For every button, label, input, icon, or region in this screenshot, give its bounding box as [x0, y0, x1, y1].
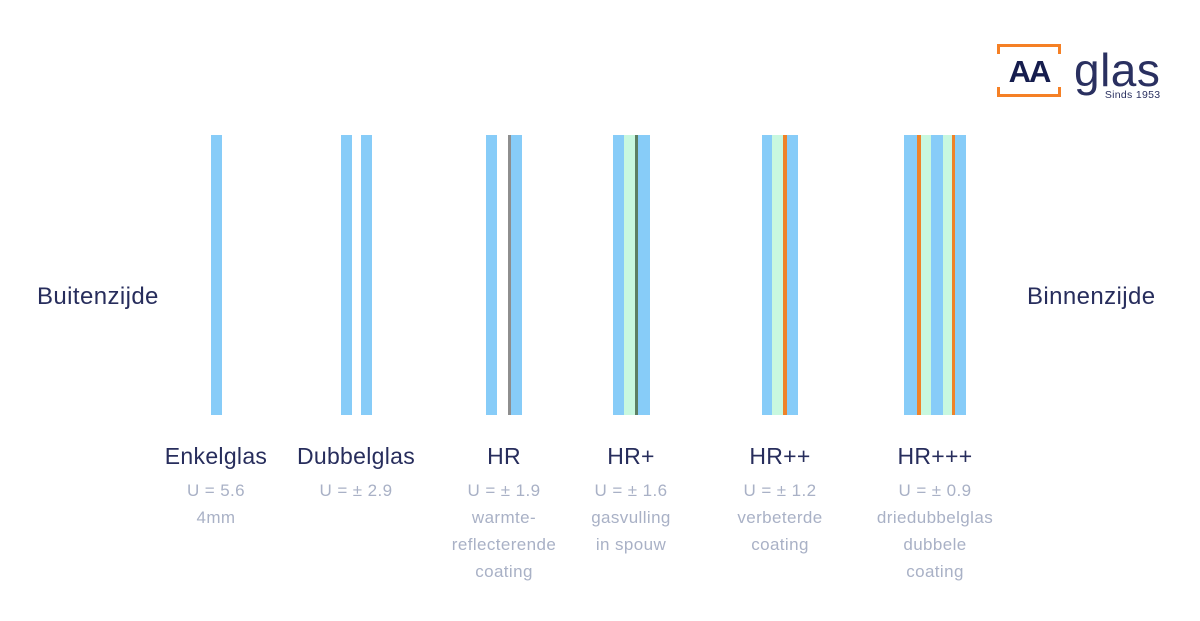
detail-line: coating	[751, 535, 809, 554]
glass-pane	[486, 135, 497, 415]
gas-fill	[921, 135, 931, 415]
gas-fill	[943, 135, 952, 415]
logo-monogram-block: AA	[997, 44, 1061, 97]
air-gap	[352, 135, 361, 415]
glass-type-name: HR++	[749, 443, 811, 469]
detail-line: in spouw	[595, 535, 667, 554]
detail-line: dubbele	[903, 535, 967, 554]
gas-fill	[623, 135, 635, 415]
detail-line: U = ± 1.6	[594, 481, 668, 500]
inside-label: Binnenzijde	[1027, 283, 1156, 310]
column-label-block: Enkelglas U = 5.6 4mm	[121, 441, 311, 531]
glass-bars	[904, 135, 966, 415]
glass-type-name: HR+	[607, 443, 655, 469]
glass-type-name: Enkelglas	[164, 443, 268, 469]
glass-pane	[762, 135, 772, 415]
coating-stripe-gray	[508, 135, 511, 415]
glass-type-details: U = 5.6 4mm	[121, 477, 311, 531]
detail-line: U = ± 2.9	[319, 481, 393, 500]
outside-label: Buitenzijde	[37, 283, 159, 310]
glass-pane	[360, 135, 372, 415]
glass-bars	[612, 135, 650, 415]
glass-bars	[486, 135, 522, 415]
glass-column-enkelglas: Enkelglas U = 5.6 4mm	[121, 135, 311, 531]
glass-bars	[762, 135, 798, 415]
glass-type-name: HR+++	[897, 443, 973, 469]
logo-wordmark-block: glas Sinds 1953	[1074, 46, 1160, 101]
glass-column-hr-plus-plus: HR++ U = ± 1.2 verbeterde coating	[685, 135, 875, 558]
coating-stripe-green	[634, 135, 638, 415]
glass-column-hr-plus-plus-plus: HR+++ U = ± 0.9 driedubbelglas dubbele coat…	[840, 135, 1030, 585]
aa-glas-logo: AA glas Sinds 1953	[997, 44, 1160, 101]
column-label-block: HR+++ U = ± 0.9 driedubbelglas dubbele coat…	[840, 441, 1030, 585]
detail-line: coating	[906, 562, 964, 581]
detail-line: coating	[475, 562, 533, 581]
glass-column-hr: HR U = ± 1.9 warmte-reflecterende coating	[409, 135, 599, 585]
glass-type-details: U = ± 1.6 gasvulling in spouw	[536, 477, 726, 558]
glass-pane	[637, 135, 650, 415]
logo-monogram-text: AA	[1008, 54, 1052, 89]
glass-type-details: U = ± 0.9 driedubbelglas dubbele coating	[840, 477, 1030, 585]
glass-pane	[931, 135, 943, 415]
detail-line: verbeterde	[737, 508, 823, 527]
coating-stripe-orange	[783, 135, 787, 415]
detail-line: U = ± 1.9	[467, 481, 541, 500]
detail-line: U = ± 1.2	[743, 481, 817, 500]
gas-fill	[772, 135, 783, 415]
column-label-block: HR++ U = ± 1.2 verbeterde coating	[685, 441, 875, 558]
glass-column-dubbelglas: Dubbelglas U = ± 2.9	[261, 135, 451, 504]
glass-pane	[210, 135, 222, 415]
logo-wordmark-text: glas	[1074, 44, 1161, 96]
column-label-block: HR+ U = ± 1.6 gasvulling in spouw	[536, 441, 726, 558]
detail-line: driedubbelglas	[876, 508, 994, 527]
glass-type-details: U = ± 1.9 warmte-reflecterende coating	[409, 477, 599, 585]
glass-column-hr-plus: HR+ U = ± 1.6 gasvulling in spouw	[536, 135, 726, 558]
glass-bars	[210, 135, 222, 415]
glass-bars	[340, 135, 372, 415]
detail-line: 4mm	[196, 508, 236, 527]
detail-line: reflecterende	[451, 535, 557, 554]
glass-type-details: U = ± 1.2 verbeterde coating	[685, 477, 875, 558]
air-gap	[497, 135, 508, 415]
detail-line: U = 5.6	[186, 481, 246, 500]
detail-line: gasvulling	[591, 508, 671, 527]
logo-tagline-text: Sinds 1953	[1104, 89, 1161, 101]
glass-pane	[787, 135, 798, 415]
coating-stripe-orange	[917, 135, 921, 415]
column-label-block: Dubbelglas U = ± 2.9	[261, 441, 451, 504]
glass-pane	[904, 135, 917, 415]
coating-stripe-orange	[952, 135, 955, 415]
glass-pane	[612, 135, 624, 415]
logo-bracket-bottom-icon	[997, 87, 1061, 97]
glass-pane	[511, 135, 522, 415]
logo-bracket-top-icon	[997, 44, 1061, 54]
detail-line: U = ± 0.9	[898, 481, 972, 500]
glass-type-name: HR	[487, 443, 521, 469]
glass-type-name: Dubbelglas	[296, 443, 416, 469]
glass-pane	[955, 135, 966, 415]
column-label-block: HR U = ± 1.9 warmte-reflecterende coating	[409, 441, 599, 585]
glass-pane	[340, 135, 352, 415]
detail-line: warmte-	[471, 508, 537, 527]
glass-type-details: U = ± 2.9	[261, 477, 451, 504]
